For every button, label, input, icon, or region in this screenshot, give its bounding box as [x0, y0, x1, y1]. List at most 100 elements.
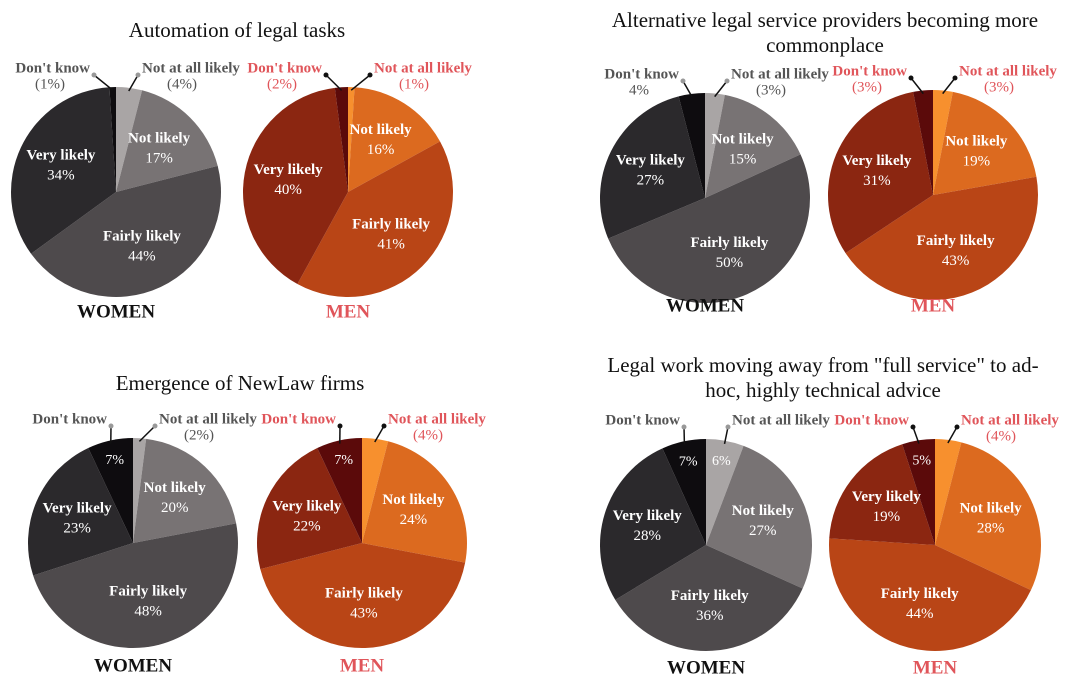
slice-label: Fairly likely: [671, 588, 749, 604]
leader-dot: [381, 423, 387, 429]
leader-dot: [725, 424, 731, 430]
slice-value: 28%: [977, 520, 1005, 536]
leader-dot: [952, 75, 958, 81]
slice-label: Very likely: [613, 508, 683, 524]
slice-value: 24%: [400, 512, 428, 528]
pie-slice: [348, 87, 355, 192]
slice-label: Not likely: [382, 492, 445, 508]
slice-label: Not at all likely: [159, 411, 257, 427]
series-label: WOMEN: [666, 295, 744, 316]
slice-value: (4%): [167, 76, 197, 92]
pie-slice: [317, 438, 362, 543]
leader-line: [93, 74, 114, 91]
pie-slice: [935, 439, 962, 545]
slice-label: Fairly likely: [917, 233, 995, 249]
leader-line: [947, 426, 958, 444]
leader-line: [138, 425, 156, 442]
slice-label: Don't know: [605, 412, 680, 428]
slice-value: 7%: [334, 453, 353, 468]
slice-label: Don't know: [834, 412, 909, 428]
leader-line: [714, 80, 728, 98]
pie-slice: [109, 87, 116, 192]
slice-label: Not likely: [712, 132, 775, 148]
slice-label: Very likely: [852, 489, 922, 505]
pie-slice: [10, 87, 117, 254]
slice-value: 7%: [105, 453, 124, 468]
slice-value: 34%: [47, 168, 75, 184]
leader-dot: [108, 423, 114, 429]
slice-value: 20%: [161, 500, 189, 516]
series-label: WOMEN: [667, 657, 745, 678]
pie-slice: [297, 141, 454, 298]
slice-label: Don't know: [832, 63, 907, 79]
slice-value: 28%: [634, 528, 662, 544]
leader-dot: [724, 78, 730, 84]
pie-slice: [260, 543, 466, 649]
leader-line: [682, 80, 693, 98]
pie-slice: [706, 439, 744, 545]
slice-value: 4%: [629, 82, 649, 98]
leader-line: [350, 74, 371, 91]
series-label: MEN: [913, 657, 958, 678]
slice-label: Not likely: [960, 500, 1023, 516]
pie-slice: [913, 90, 933, 195]
slice-value: 41%: [377, 237, 405, 253]
slice-label: Not likely: [128, 130, 191, 146]
slice-label: Don't know: [261, 411, 336, 427]
slice-value: (4%): [986, 428, 1016, 444]
slice-value: (3%): [984, 79, 1014, 95]
slice-label: Not likely: [350, 122, 413, 138]
slice-label: Not at all likely: [961, 412, 1059, 428]
slice-value: 17%: [145, 150, 173, 166]
pie-slice: [116, 90, 218, 192]
slice-label: Not likely: [732, 503, 795, 519]
pie-slice: [334, 87, 348, 192]
pie-slice: [600, 96, 705, 239]
slice-value: 44%: [128, 249, 156, 265]
slice-value: 27%: [637, 172, 665, 188]
slice-value: (4%): [413, 427, 443, 443]
pie-slice: [829, 444, 935, 545]
slice-label: Not likely: [144, 480, 207, 496]
slice-value: 44%: [906, 606, 934, 622]
pie-slice: [933, 91, 1037, 195]
leader-line: [910, 77, 924, 95]
pie-slice: [902, 439, 935, 545]
pie-slice: [242, 87, 348, 285]
slice-label: Not at all likely: [959, 63, 1057, 79]
slice-label: Very likely: [43, 500, 113, 516]
slice-value: (1%): [35, 76, 65, 92]
series-label: MEN: [326, 301, 371, 322]
slice-value: 19%: [963, 154, 991, 170]
chart-title: Legal work moving away from "full servic…: [607, 353, 1039, 402]
leader-dot: [337, 423, 343, 429]
slice-value: (2%): [267, 76, 297, 92]
slice-value: 23%: [63, 520, 91, 536]
pie-slice: [348, 87, 441, 192]
slice-value: 22%: [293, 519, 321, 535]
slice-label: Very likely: [272, 499, 342, 515]
pie-slice: [133, 438, 147, 543]
pie-slice: [31, 165, 221, 298]
leader-line: [723, 426, 729, 445]
slice-label: Very likely: [254, 162, 324, 178]
series-label: WOMEN: [77, 301, 155, 322]
slice-label: Not at all likely: [142, 60, 240, 76]
pie-slice: [933, 90, 953, 195]
chart-title: Emergence of NewLaw firms: [115, 371, 365, 395]
slice-value: 43%: [350, 605, 378, 621]
series-label: WOMEN: [94, 655, 172, 676]
leader-dot: [681, 424, 687, 430]
leader-line: [942, 77, 956, 95]
pie-slice: [133, 438, 237, 543]
pie-slice: [615, 545, 803, 652]
pie-slice: [678, 93, 705, 198]
slice-label: Don't know: [247, 60, 322, 76]
slice-value: (1%): [399, 76, 429, 92]
pie-slice: [88, 438, 133, 543]
slice-label: Fairly likely: [881, 586, 959, 602]
pie-slice: [705, 94, 801, 198]
slice-label: Very likely: [616, 152, 686, 168]
slice-value: 31%: [863, 173, 891, 189]
